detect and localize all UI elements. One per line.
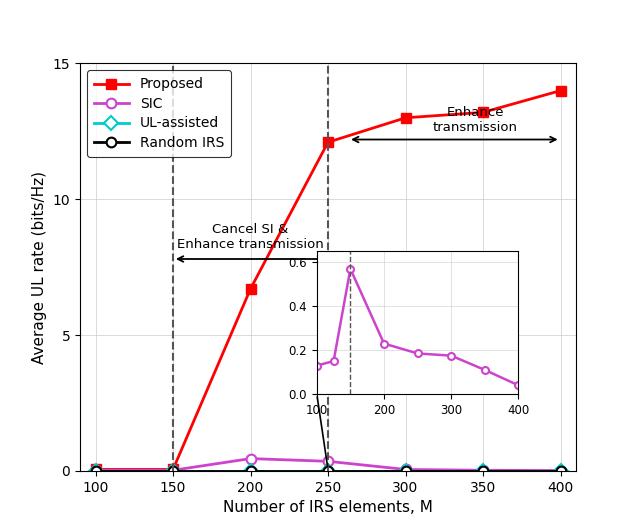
UL-assisted — [324, 467, 332, 473]
UL-assisted — [557, 467, 564, 473]
Line: Proposed: Proposed — [91, 86, 565, 475]
Proposed — [246, 286, 254, 292]
Legend: Proposed, SIC, UL-assisted, Random IRS: Proposed, SIC, UL-assisted, Random IRS — [87, 70, 231, 157]
Text: Cancel SI &
Enhance transmission: Cancel SI & Enhance transmission — [177, 223, 324, 251]
UL-assisted — [479, 467, 487, 473]
Text: Enhance
transmission: Enhance transmission — [433, 106, 518, 134]
X-axis label: Number of IRS elements, M: Number of IRS elements, M — [223, 500, 433, 515]
UL-assisted — [402, 467, 410, 473]
SIC — [402, 466, 410, 472]
SIC — [92, 467, 99, 473]
Proposed — [479, 109, 487, 115]
Random IRS — [479, 467, 487, 473]
Proposed — [92, 466, 99, 472]
Random IRS — [324, 467, 332, 473]
Line: UL-assisted: UL-assisted — [91, 466, 565, 476]
UL-assisted — [92, 467, 99, 473]
Random IRS — [92, 467, 99, 473]
SIC — [479, 467, 487, 473]
Line: Random IRS: Random IRS — [91, 466, 565, 476]
Y-axis label: Average UL rate (bits/Hz): Average UL rate (bits/Hz) — [32, 171, 47, 363]
SIC — [169, 467, 177, 473]
Random IRS — [557, 467, 564, 473]
SIC — [324, 458, 332, 464]
Random IRS — [402, 467, 410, 473]
UL-assisted — [246, 467, 254, 473]
Random IRS — [169, 467, 177, 473]
SIC — [246, 455, 254, 462]
Line: SIC: SIC — [91, 454, 565, 476]
Proposed — [402, 115, 410, 121]
SIC — [557, 467, 564, 473]
Proposed — [169, 466, 177, 472]
Proposed — [324, 139, 332, 145]
Random IRS — [246, 467, 254, 473]
UL-assisted — [169, 467, 177, 473]
Proposed — [557, 87, 564, 94]
